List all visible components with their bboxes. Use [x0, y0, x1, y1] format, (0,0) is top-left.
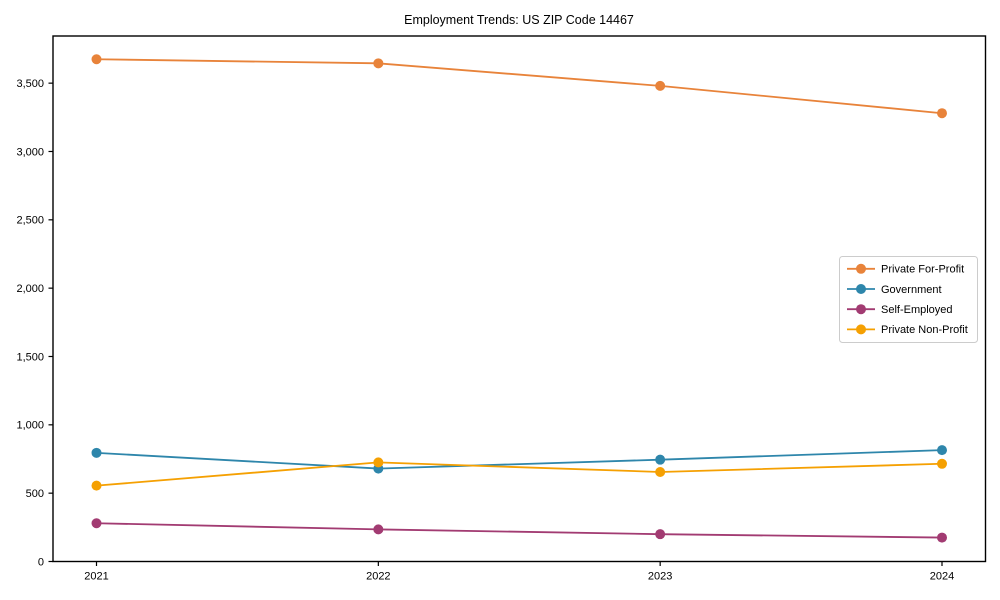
legend-marker-icon — [856, 324, 866, 335]
data-point-self-employed-2023 — [655, 529, 666, 540]
legend-marker-icon — [856, 304, 866, 315]
legend-item-self-employed: Self-Employed — [847, 304, 953, 316]
chart-title: Employment Trends: US ZIP Code 14467 — [404, 13, 634, 27]
x-tick-label: 2021 — [84, 571, 108, 583]
legend-label: Private Non-Profit — [881, 324, 968, 336]
legend-label: Private For-Profit — [881, 264, 964, 276]
data-point-private-non-profit-2022 — [373, 457, 384, 468]
legend: Private For-Profit Government Self-Employe… — [839, 256, 978, 343]
y-tick-label: 1,000 — [16, 420, 44, 432]
y-tick-label: 3,000 — [16, 146, 44, 158]
series-line-private-for-profit — [96, 58, 943, 115]
y-tick-label: 2,500 — [16, 215, 44, 227]
data-point-private-for-profit-2024 — [937, 108, 947, 119]
data-point-self-employed-2024 — [937, 532, 947, 543]
legend-marker-icon — [856, 284, 866, 294]
plot-area — [52, 35, 987, 563]
legend-item-private-non-profit: Private Non-Profit — [847, 324, 968, 336]
y-tick-label: 2,000 — [16, 283, 44, 295]
data-point-private-non-profit-2024 — [937, 458, 947, 469]
legend-label: Self-Employed — [881, 304, 953, 316]
y-tick-label: 3,500 — [16, 78, 44, 90]
y-tick-label: 1,500 — [16, 351, 44, 363]
series-layer — [91, 54, 947, 543]
data-point-private-for-profit-2023 — [655, 80, 666, 91]
legend-box — [839, 256, 978, 343]
data-point-self-employed-2021 — [91, 518, 102, 529]
axes: 0 500 1,000 1,500 2,000 2,500 3,000 3,500 2021 20… — [16, 35, 987, 583]
series-line-government — [96, 449, 943, 470]
y-tick-label: 500 — [26, 488, 44, 500]
legend-item-private-for-profit: Private For-Profit — [847, 264, 964, 276]
data-point-self-employed-2022 — [373, 524, 384, 535]
series-line-private-non-profit — [96, 461, 943, 487]
legend-marker-icon — [856, 263, 866, 274]
x-tick-label: 2024 — [930, 571, 954, 583]
y-tick-label: 0 — [38, 556, 44, 568]
x-tick-label: 2022 — [366, 571, 390, 583]
legend-label: Government — [881, 284, 942, 296]
series-line-self-employed — [96, 522, 943, 539]
data-point-private-for-profit-2022 — [373, 58, 384, 69]
data-point-government-2024 — [937, 445, 947, 456]
x-tick-label: 2023 — [648, 571, 672, 583]
data-point-government-2021 — [91, 447, 102, 458]
data-point-private-non-profit-2021 — [91, 480, 102, 491]
data-point-government-2023 — [655, 454, 666, 465]
data-point-private-for-profit-2021 — [91, 54, 102, 65]
legend-item-government: Government — [847, 284, 942, 296]
data-point-private-non-profit-2023 — [655, 466, 666, 477]
